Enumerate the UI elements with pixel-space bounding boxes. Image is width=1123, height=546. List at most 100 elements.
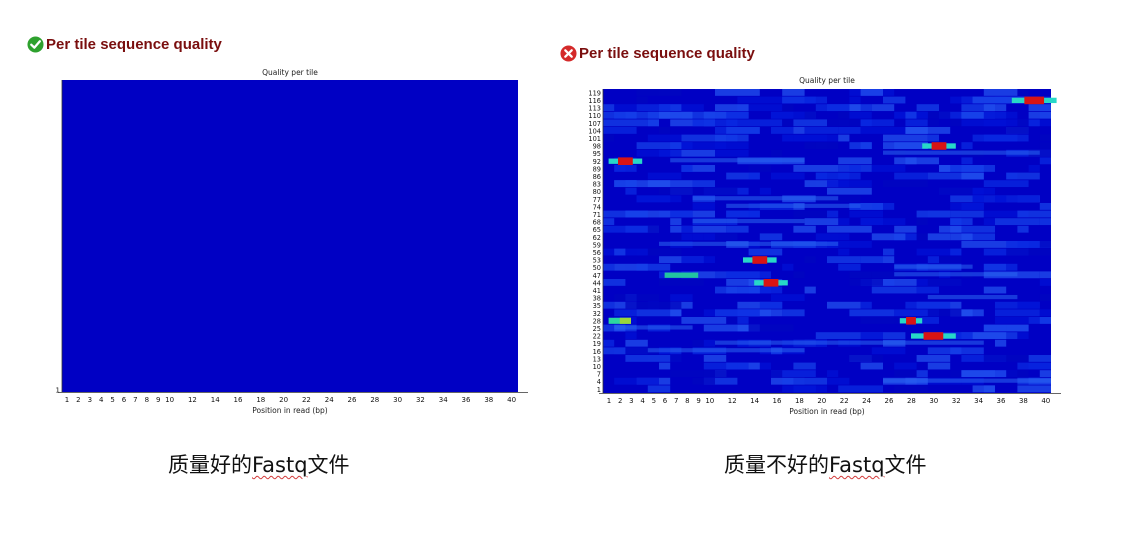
right-caption: 质量不好的Fastq文件	[724, 449, 927, 479]
x-tick-label: 16	[773, 397, 782, 405]
x-tick-label: 2	[618, 397, 622, 405]
x-tick-label: 28	[907, 397, 916, 405]
x-axis-label: Position in read (bp)	[789, 407, 865, 416]
y-tick-label: 1	[56, 387, 60, 395]
y-tick-label: 104	[588, 127, 601, 135]
x-tick-label: 24	[862, 397, 871, 405]
panel-good-quality: Per tile sequence quality Quality per ti…	[0, 0, 560, 546]
heatmap-cell-tile-47	[665, 273, 699, 278]
y-tick-label: 92	[593, 158, 601, 166]
x-tick-label: 36	[997, 397, 1006, 405]
y-tick-label: 110	[588, 112, 601, 120]
heatmap-cell-tile-44	[754, 279, 788, 287]
x-tick-label: 20	[279, 396, 288, 404]
x-tick-label: 5	[652, 397, 656, 405]
y-tick-label: 98	[593, 143, 601, 151]
heatmap-cell-tile-98	[922, 142, 956, 150]
x-axis: 1 2 3 4 5 6 7 8 9 10 12 14 16 18 20 22 24 26 28 30 32 34 36 38 4…	[599, 394, 1061, 417]
y-tick-label: 38	[593, 295, 601, 303]
x-tick-label: 4	[640, 397, 645, 405]
x-tick-label: 3	[88, 396, 92, 404]
x-tick-label: 14	[750, 397, 759, 405]
y-tick-label: 53	[593, 257, 601, 265]
x-tick-label: 4	[99, 396, 104, 404]
y-tick-label: 83	[593, 181, 601, 189]
y-tick-label: 116	[588, 97, 601, 105]
y-tick-label: 101	[588, 135, 601, 143]
x-tick-label: 26	[885, 397, 894, 405]
right-heatmap-chart: Quality per tile147101316192225283235384…	[560, 0, 1123, 430]
y-tick-label: 4	[597, 378, 601, 386]
y-tick-label: 119	[588, 89, 601, 97]
x-tick-label: 18	[256, 396, 265, 404]
y-tick-label: 50	[593, 264, 601, 272]
y-axis: 1471013161922252832353841444750535659626…	[588, 89, 603, 394]
x-tick-label: 22	[840, 397, 849, 405]
x-tick-label: 30	[393, 396, 402, 404]
y-tick-label: 65	[593, 226, 601, 234]
y-tick-label: 16	[593, 348, 601, 356]
x-tick-label: 30	[929, 397, 938, 405]
x-tick-label: 6	[663, 397, 668, 405]
y-tick-label: 107	[588, 120, 601, 128]
x-tick-label: 12	[728, 397, 737, 405]
x-tick-label: 8	[685, 397, 689, 405]
x-tick-label: 28	[370, 396, 379, 404]
y-tick-label: 62	[593, 234, 601, 242]
y-tick-label: 77	[593, 196, 601, 204]
x-tick-label: 40	[1041, 397, 1050, 405]
y-tick-label: 80	[593, 188, 601, 196]
x-tick-label: 26	[348, 396, 357, 404]
y-tick-label: 74	[593, 203, 601, 211]
x-tick-label: 32	[952, 397, 961, 405]
y-tick-label: 86	[593, 173, 601, 181]
y-tick-label: 113	[588, 105, 601, 113]
y-tick-label: 32	[593, 310, 601, 318]
x-tick-label: 18	[795, 397, 804, 405]
x-tick-label: 10	[705, 397, 714, 405]
y-tick-label: 28	[593, 317, 601, 325]
panel-bad-quality: Per tile sequence quality Quality per ti…	[560, 0, 1123, 546]
x-tick-label: 38	[1019, 397, 1028, 405]
x-tick-label: 36	[462, 396, 471, 404]
y-tick-label: 56	[593, 249, 601, 257]
x-tick-label: 3	[629, 397, 633, 405]
x-tick-label: 38	[484, 396, 493, 404]
chart-title: Quality per tile	[262, 68, 318, 77]
heatmap-cell-tile-116	[1012, 97, 1057, 105]
x-tick-label: 40	[507, 396, 516, 404]
y-tick-label: 19	[593, 340, 601, 348]
x-tick-label: 7	[674, 397, 678, 405]
x-tick-label: 12	[188, 396, 197, 404]
y-tick-label: 41	[593, 287, 601, 295]
x-tick-label: 7	[133, 396, 137, 404]
x-tick-label: 10	[165, 396, 174, 404]
x-tick-label: 32	[416, 396, 425, 404]
x-tick-label: 20	[817, 397, 826, 405]
x-tick-label: 16	[234, 396, 243, 404]
y-tick-label: 7	[597, 371, 601, 379]
y-tick-label: 89	[593, 165, 601, 173]
x-tick-label: 5	[110, 396, 114, 404]
left-caption: 质量好的Fastq文件	[168, 449, 350, 479]
y-tick-label: 47	[593, 272, 601, 280]
x-axis-label: Position in read (bp)	[252, 406, 328, 415]
x-tick-label: 6	[122, 396, 127, 404]
x-tick-label: 22	[302, 396, 311, 404]
y-tick-label: 95	[593, 150, 601, 158]
y-tick-label: 22	[593, 333, 601, 341]
heatmap-cell-tile-22	[911, 332, 956, 340]
x-tick-label: 34	[439, 396, 448, 404]
x-tick-label: 8	[145, 396, 149, 404]
heatmap-background	[62, 80, 518, 392]
y-tick-label: 44	[593, 279, 601, 287]
y-tick-label: 59	[593, 241, 601, 249]
heatmap-cell-tile-53	[743, 256, 777, 264]
x-tick-label: 9	[156, 396, 160, 404]
x-tick-label: 1	[607, 397, 611, 405]
x-tick-label: 14	[211, 396, 220, 404]
y-axis: 1	[56, 80, 62, 395]
y-tick-label: 68	[593, 219, 601, 227]
heatmap-cell-tile-28	[609, 318, 631, 324]
